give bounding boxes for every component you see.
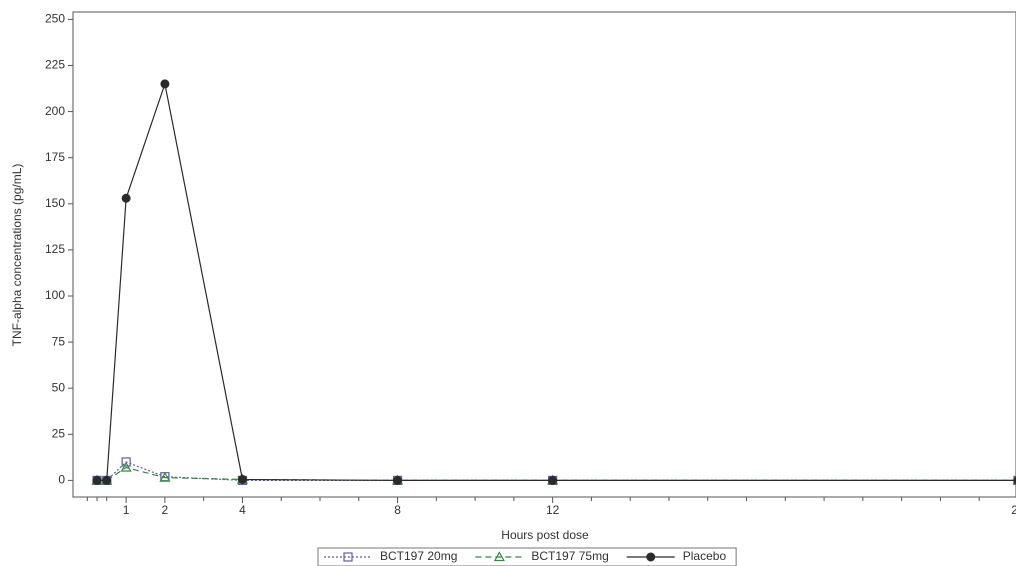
y-tick-label: 150 — [45, 196, 65, 210]
y-tick-label: 125 — [45, 242, 65, 256]
marker — [237, 474, 247, 484]
x-tick-label: 4 — [239, 503, 246, 517]
marker — [343, 552, 353, 562]
y-tick-label: 100 — [45, 288, 65, 302]
x-tick-label: 1 — [123, 503, 130, 517]
legend-label: BCT197 75mg — [531, 549, 608, 563]
legend-label: BCT197 20mg — [380, 549, 457, 563]
marker — [120, 461, 132, 472]
y-tick-label: 25 — [52, 426, 66, 440]
marker — [548, 475, 558, 485]
marker — [121, 457, 131, 467]
marker — [393, 475, 403, 485]
y-tick-label: 200 — [45, 104, 65, 118]
marker — [159, 471, 171, 482]
marker — [102, 475, 112, 485]
y-tick-label: 0 — [58, 473, 65, 487]
marker — [160, 79, 170, 89]
marker — [92, 475, 102, 485]
marker — [493, 551, 505, 562]
legend-label: Placebo — [683, 549, 727, 563]
y-tick-label: 50 — [52, 380, 66, 394]
x-tick-label: 8 — [394, 503, 401, 517]
x-tick-label: 12 — [546, 503, 560, 517]
marker — [646, 552, 656, 562]
plot-frame — [72, 11, 1016, 498]
y-tick-label: 175 — [45, 150, 65, 164]
series-line — [97, 81, 1016, 482]
y-tick-label: 250 — [45, 12, 65, 26]
x-axis-label: Hours post dose — [501, 528, 589, 542]
y-tick-label: 225 — [45, 58, 65, 72]
y-tick-label: 75 — [52, 334, 66, 348]
legend-box — [317, 547, 737, 566]
x-tick-label: 24 — [1011, 503, 1016, 517]
marker — [121, 193, 131, 203]
x-tick-label: 2 — [162, 503, 169, 517]
y-axis-label: TNF-alpha concentrations (pg/mL) — [10, 164, 24, 347]
marker — [1013, 476, 1016, 485]
legend: BCT197 20mg BCT197 75mg Placebo — [317, 547, 737, 566]
